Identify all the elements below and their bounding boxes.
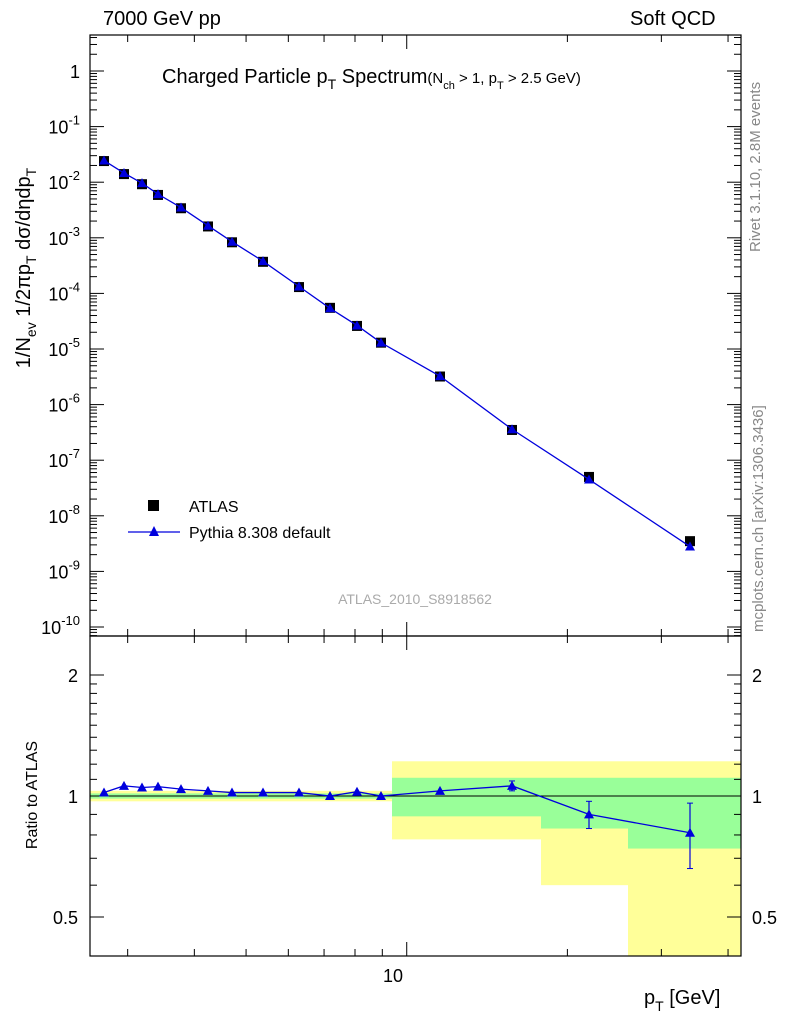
header-right: Soft QCD xyxy=(630,8,716,30)
green-band xyxy=(392,777,482,817)
pythia-point xyxy=(153,189,163,199)
ratio-y-tick-label: 2 xyxy=(68,666,78,686)
ratio-point xyxy=(137,782,147,792)
y-tick-label: 10-4 xyxy=(48,279,80,304)
green-band xyxy=(628,777,741,849)
ratio-point xyxy=(352,786,362,796)
ratio-y-tick-label-right: 0.5 xyxy=(752,908,777,928)
legend-atlas-label: ATLAS xyxy=(189,499,239,516)
ratio-point xyxy=(507,780,517,790)
ratio-point xyxy=(99,787,109,797)
ratio-point xyxy=(153,781,163,791)
ratio-point xyxy=(584,809,594,819)
watermark: ATLAS_2010_S8918562 xyxy=(338,591,492,607)
x-tick-label: 10 xyxy=(383,966,403,986)
ratio-point xyxy=(176,784,186,794)
main-frame xyxy=(89,34,742,637)
pythia-point xyxy=(203,220,213,230)
ratio-point xyxy=(227,787,237,797)
y-tick-label: 10-7 xyxy=(48,446,80,471)
x-axis-label: pT [GeV] xyxy=(644,987,720,1014)
pythia-point xyxy=(325,303,335,313)
ratio-panel: 0.5 0.5 1 1 2 2 10 Ratio to ATLAS pT [GeV] xyxy=(24,635,777,1014)
ratio-point xyxy=(119,780,129,790)
ratio-point xyxy=(203,785,213,795)
ratio-y-tick-label: 1 xyxy=(68,787,78,807)
pythia-point xyxy=(227,236,237,246)
green-band xyxy=(541,777,628,829)
ratio-point xyxy=(294,787,304,797)
ratio-point xyxy=(435,785,445,795)
pythia-point xyxy=(435,371,445,381)
main-panel: 1 10-1 10-2 10-3 10-4 10-5 10-6 10-7 10-8 10-9 10-… xyxy=(13,34,742,638)
y-tick-label: 10-10 xyxy=(41,613,80,638)
pythia-point xyxy=(294,281,304,291)
ratio-point xyxy=(685,827,695,837)
y-tick-label: 10-5 xyxy=(48,335,80,360)
ratio-y-tick-label: 0.5 xyxy=(53,908,78,928)
pythia-point xyxy=(584,474,594,484)
legend-pythia-label: Pythia 8.308 default xyxy=(189,525,331,542)
pythia-point xyxy=(258,256,268,266)
y-tick-label: 10-1 xyxy=(48,113,80,138)
legend-atlas-marker xyxy=(148,500,159,511)
y-tick-label: 10-2 xyxy=(48,168,80,193)
header-left: 7000 GeV pp xyxy=(103,8,221,30)
ratio-point xyxy=(376,791,386,800)
ratio-y-tick-label-right: 1 xyxy=(752,787,762,807)
ratio-point xyxy=(258,787,268,797)
atlas-point xyxy=(685,536,695,547)
y-tick-label: 10-9 xyxy=(48,557,80,582)
ratio-y-axis-label: Ratio to ATLAS xyxy=(24,741,41,849)
y-axis-label: 1/Nev 1/2πpT dσ/dηdpT xyxy=(13,167,39,368)
chart-title: Charged Particle pT Spectrum(Nch > 1, pT… xyxy=(162,66,581,92)
pythia-point xyxy=(507,424,517,434)
pythia-point xyxy=(685,541,695,551)
ratio-point xyxy=(325,791,335,800)
y-tick-label: 10-6 xyxy=(48,391,80,416)
pythia-point xyxy=(99,155,109,165)
pythia-line xyxy=(103,160,691,548)
pythia-point xyxy=(376,337,386,347)
ratio-y-tick-label-right: 2 xyxy=(752,666,762,686)
ratio-line xyxy=(103,785,691,834)
pythia-point xyxy=(137,178,147,188)
y-tick-label: 10-8 xyxy=(48,502,80,527)
pythia-point xyxy=(352,320,362,330)
pythia-point xyxy=(119,168,129,178)
legend-pythia-marker xyxy=(149,526,159,536)
y-tick-label: 10-3 xyxy=(48,224,80,249)
pythia-point xyxy=(176,202,186,212)
y-tick-label: 1 xyxy=(70,62,80,82)
